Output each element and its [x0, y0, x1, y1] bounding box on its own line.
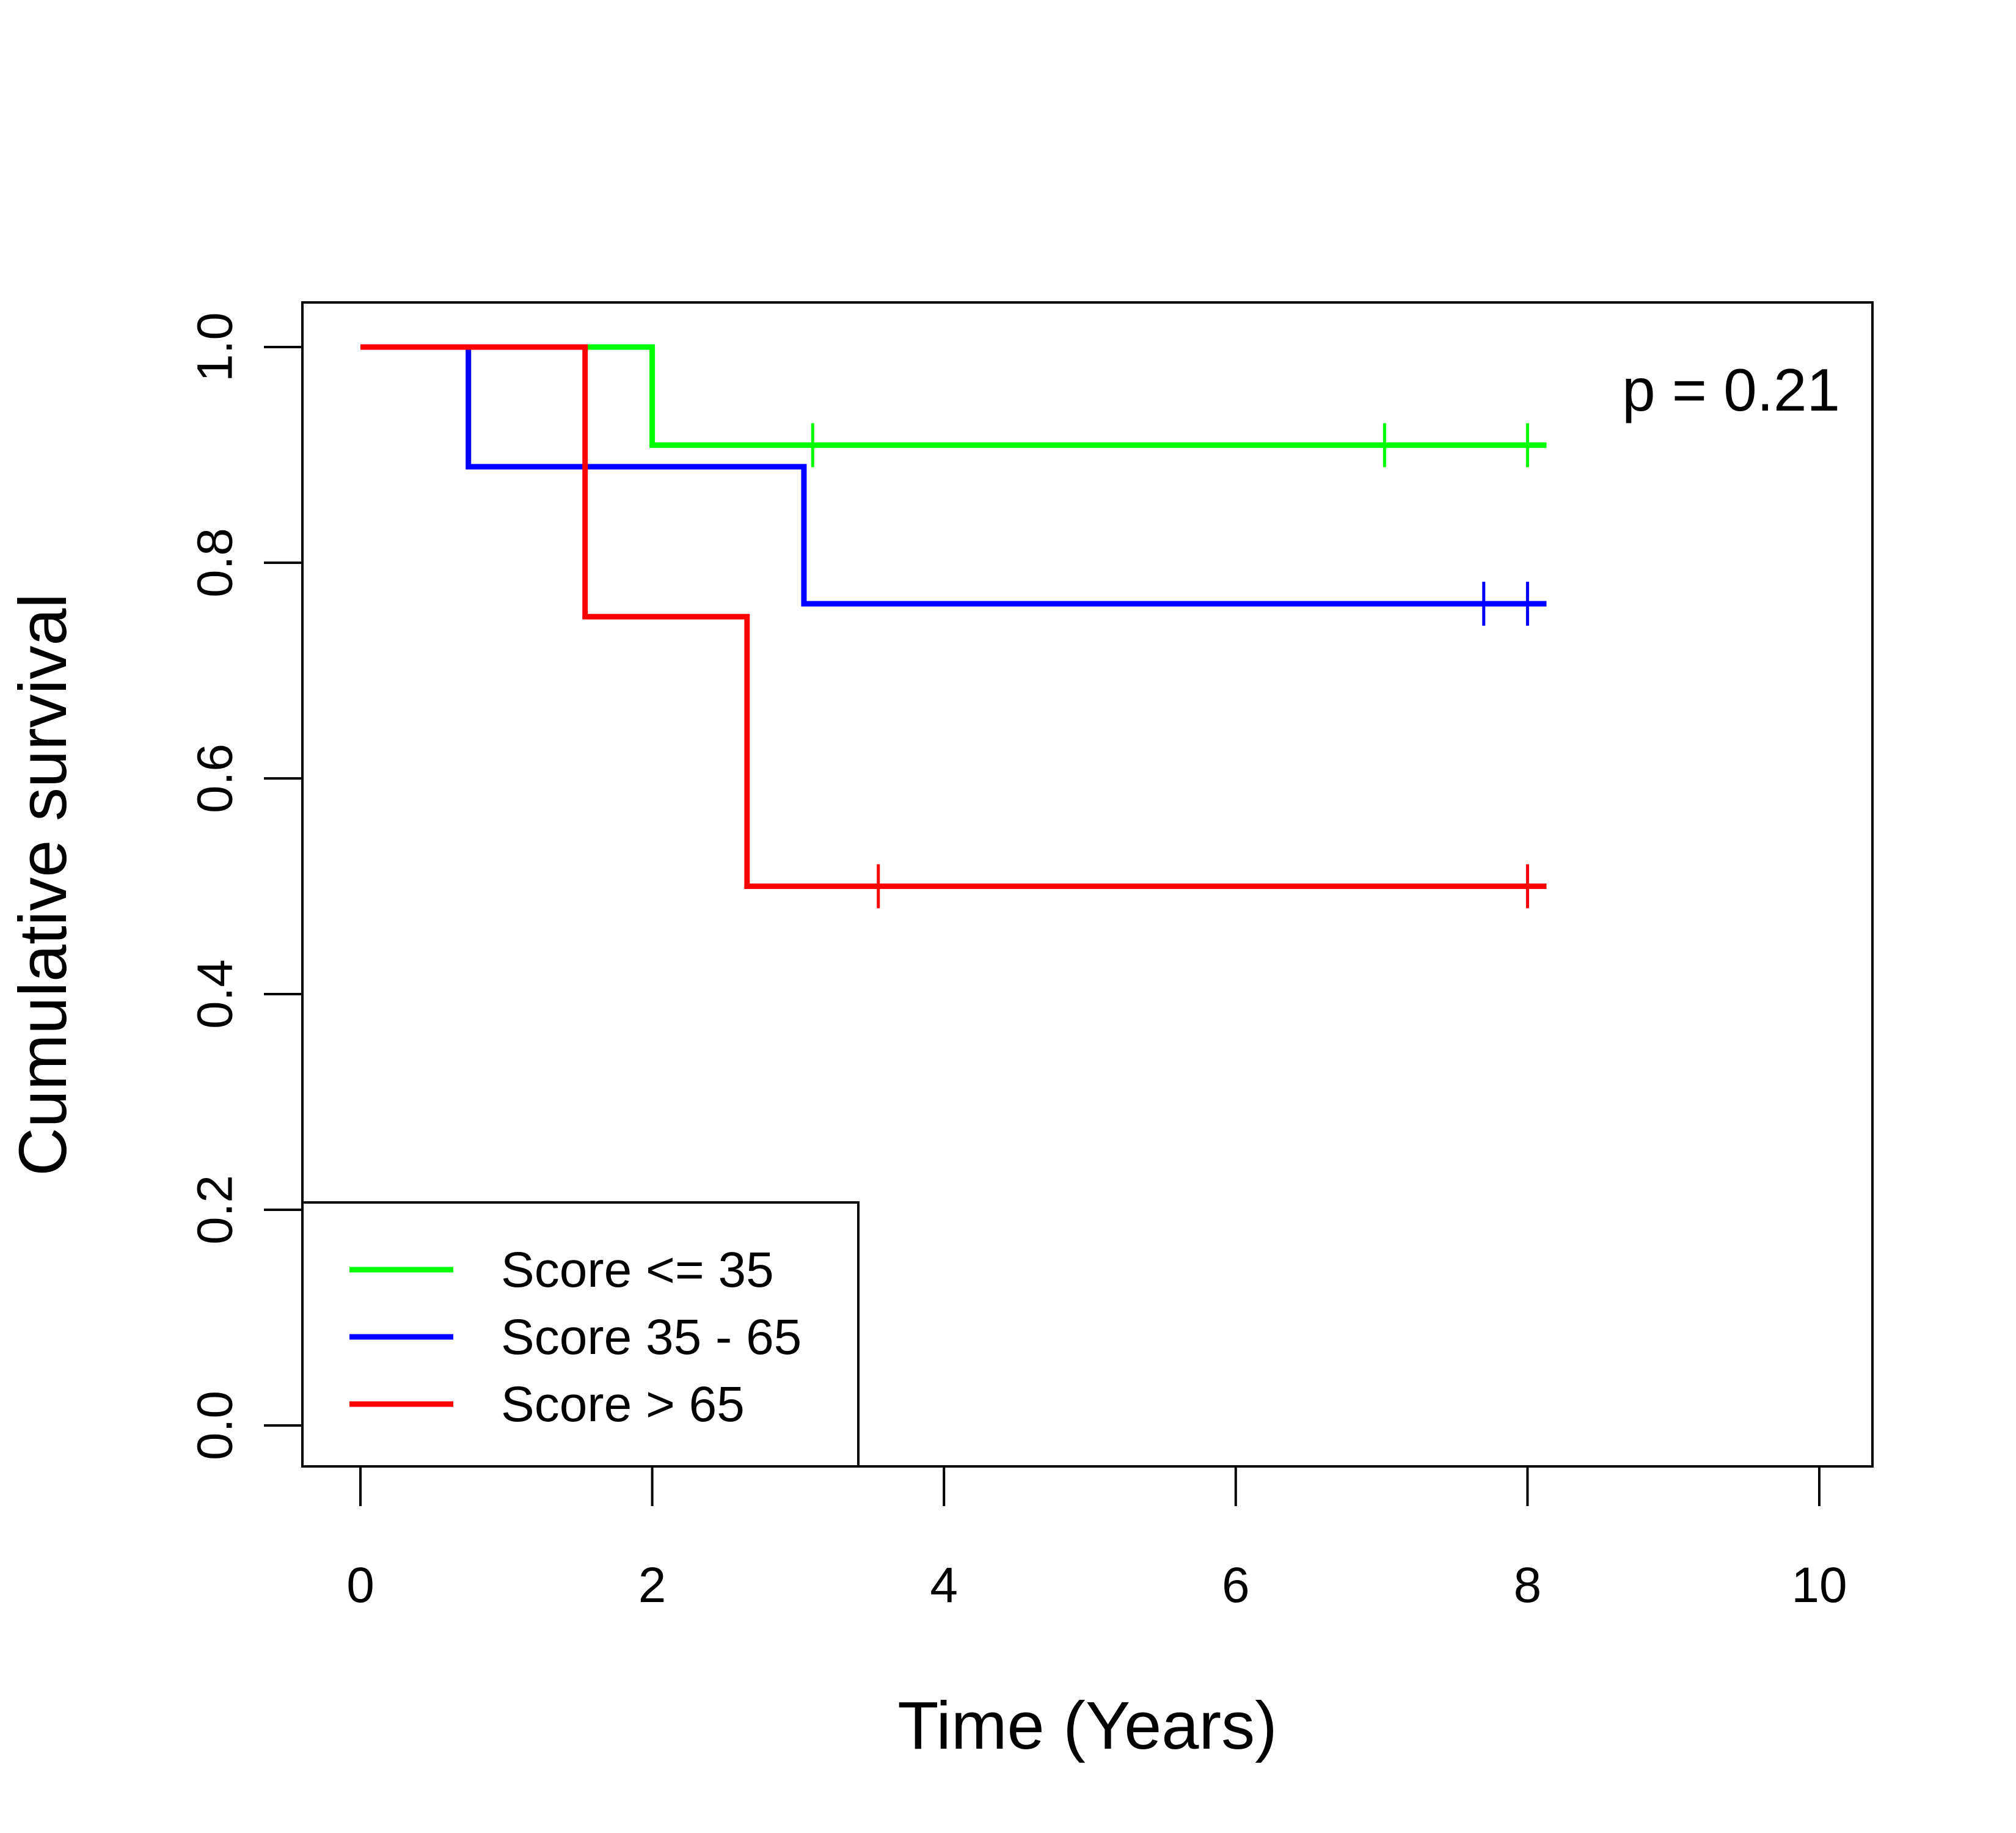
y-tick-label: 0.6 [188, 744, 243, 813]
plot-frame [301, 301, 1874, 1468]
legend-label: Score > 65 [501, 1377, 745, 1432]
x-tick-label: 8 [1514, 1557, 1542, 1613]
x-axis-label: Time (Years) [897, 1688, 1277, 1763]
x-tick-label: 2 [638, 1557, 667, 1613]
x-tick-label: 10 [1791, 1557, 1847, 1613]
series-line-3 [360, 344, 1547, 889]
series-line-2 [360, 344, 1547, 607]
y-tick-label: 0.4 [188, 959, 243, 1029]
x-tick-label: 0 [346, 1557, 374, 1613]
y-tick-label: 1.0 [188, 312, 243, 382]
legend: Score <= 35 Score 35 - 65 Score > 65 [301, 1201, 860, 1468]
legend-label: Score <= 35 [501, 1242, 774, 1298]
series-line-1 [360, 344, 1547, 448]
p-value-annotation: p = 0.21 [1622, 356, 1840, 423]
y-axis-label: Cumulative survival [5, 593, 81, 1176]
y-tick-label: 0.0 [188, 1391, 243, 1460]
x-axis: 0 2 4 6 8 10 [346, 1466, 1847, 1613]
legend-label: Score 35 - 65 [501, 1309, 802, 1365]
y-tick-label: 0.8 [188, 528, 243, 598]
x-tick-label: 4 [930, 1557, 958, 1613]
x-tick-label: 6 [1222, 1557, 1250, 1613]
y-axis: 0.0 0.2 0.4 0.6 0.8 1.0 [188, 312, 302, 1460]
series-layer [360, 344, 1547, 909]
y-tick-label: 0.2 [188, 1175, 243, 1245]
